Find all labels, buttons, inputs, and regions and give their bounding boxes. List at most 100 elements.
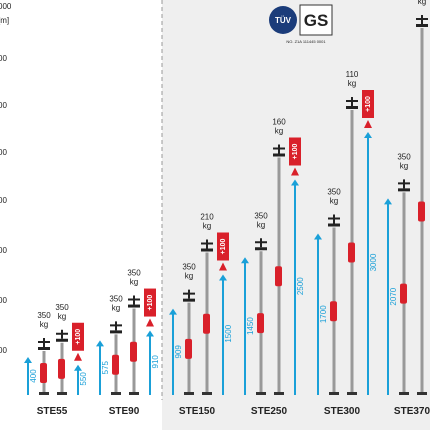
head-plate	[273, 153, 285, 157]
load: 350	[55, 303, 69, 312]
pole-base	[399, 392, 409, 395]
pole-base	[57, 392, 67, 395]
height-label: 909	[174, 345, 183, 359]
product-name: STE370	[394, 406, 430, 417]
extension-label: +100	[292, 144, 299, 160]
head	[128, 295, 140, 305]
axis-label: 00	[0, 101, 7, 110]
pole-base	[184, 392, 194, 395]
pole-base	[347, 392, 357, 395]
height-label: 1700	[319, 305, 328, 323]
axis-label: 00	[0, 196, 7, 205]
clamp	[418, 201, 425, 222]
head-plate	[38, 347, 50, 350]
clamp	[58, 358, 65, 379]
product-name: STE300	[324, 406, 361, 417]
height-label: 550	[79, 372, 88, 386]
load: 350	[127, 269, 141, 278]
extension-box	[144, 288, 156, 317]
pole-base	[129, 392, 139, 395]
load-unit: kg	[418, 0, 426, 6]
clamp	[348, 242, 355, 263]
height-label: 400	[29, 369, 38, 383]
load-unit: kg	[112, 303, 120, 312]
load: 350	[182, 263, 196, 272]
load-unit: kg	[185, 272, 193, 281]
height-label: 2070	[389, 287, 398, 305]
load: 350	[397, 152, 411, 161]
max-arrow-head	[74, 364, 82, 371]
extension-label: +100	[365, 96, 372, 112]
extension-box	[289, 137, 301, 166]
height-label: 3000	[369, 253, 378, 271]
min-arrow-head	[314, 233, 322, 240]
height-label: 1500	[224, 324, 233, 342]
head	[183, 289, 195, 299]
load: 110	[346, 70, 359, 79]
clamp	[203, 313, 210, 334]
product-name: STE150	[179, 406, 216, 417]
axis-label: 00	[0, 346, 7, 355]
min-arrow-head	[241, 257, 249, 264]
min-arrow-head	[384, 198, 392, 205]
axis-label: [m]	[0, 16, 9, 25]
extension-arrow	[146, 318, 154, 327]
pole-base	[202, 392, 212, 395]
head-plate	[110, 330, 122, 334]
extension-box	[362, 90, 374, 118]
load-unit: kg	[130, 278, 138, 287]
head-plate	[346, 106, 358, 109]
head	[201, 239, 213, 249]
load: 210	[200, 213, 214, 222]
product-name: STE90	[109, 406, 140, 417]
max-arrow-head	[364, 132, 372, 138]
load-unit: kg	[58, 312, 66, 321]
max-arrow-head	[291, 179, 299, 186]
clamp	[112, 354, 119, 375]
cert-number: NO. Z1A 111445 0001	[286, 39, 326, 44]
load-unit: kg	[257, 220, 265, 229]
load-unit: kg	[275, 127, 283, 136]
head-plate	[416, 24, 428, 27]
pole-base	[256, 392, 266, 395]
extension-arrow	[291, 167, 299, 176]
pole-base	[417, 392, 427, 395]
head	[398, 179, 410, 189]
head	[110, 321, 122, 331]
load-unit: kg	[348, 79, 356, 88]
height-label: 1450	[246, 317, 255, 335]
pole-base	[111, 392, 121, 395]
min-arrow-head	[24, 357, 32, 363]
product-name: STE250	[251, 406, 288, 417]
pole-base	[329, 392, 339, 395]
extension-arrow	[74, 352, 82, 361]
clamp	[257, 313, 264, 334]
head-plate	[328, 223, 340, 227]
head	[56, 329, 68, 339]
load-unit: kg	[203, 222, 211, 231]
tuv-text: TÜV	[275, 16, 292, 25]
load: 160	[272, 118, 286, 127]
load: 350	[254, 211, 268, 220]
axis-label: 00	[0, 148, 7, 157]
load-unit: kg	[330, 197, 338, 206]
extension-arrow	[219, 262, 227, 271]
extension-box	[217, 232, 229, 261]
head	[273, 144, 285, 154]
load-unit: kg	[40, 320, 48, 329]
head	[38, 338, 50, 347]
gs-text: GS	[304, 11, 329, 30]
axis-label: 00	[0, 54, 7, 63]
extension-arrow	[364, 120, 372, 128]
load: 350	[327, 188, 341, 197]
max-arrow-head	[219, 274, 227, 281]
clamp	[40, 363, 47, 383]
tuv-logo	[269, 6, 297, 34]
certification-logo: TÜV GS NO. Z1A 111445 0001	[269, 4, 333, 44]
head-plate	[398, 188, 410, 192]
extension-label: +100	[220, 239, 227, 255]
clamp	[330, 301, 337, 322]
min-arrow-head	[169, 308, 177, 315]
load: 350	[109, 294, 123, 303]
head-plate	[128, 304, 140, 308]
